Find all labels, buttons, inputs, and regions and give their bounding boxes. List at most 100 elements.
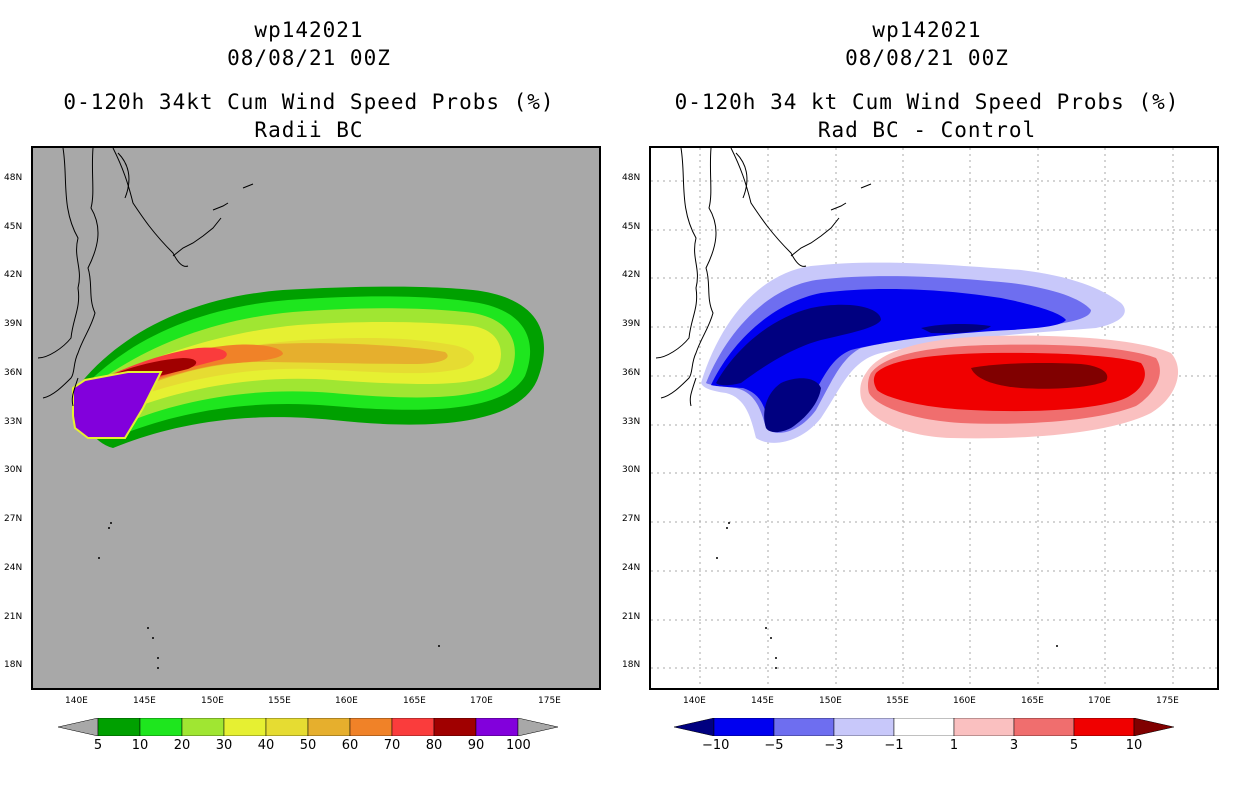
product-title: 0-120h 34kt Cum Wind Speed Probs (%)	[63, 90, 555, 114]
colorbar-swatch	[893, 718, 955, 736]
colorbar-label: 10	[131, 738, 149, 753]
colorbar-label: 5	[1069, 738, 1079, 753]
coastline	[37, 148, 254, 407]
colorbar-swatch	[1133, 718, 1174, 736]
colorbar-swatch	[1073, 718, 1135, 736]
colorbar-label: 100	[506, 738, 531, 753]
colorbar-label: 10	[1125, 738, 1143, 753]
colorbar-label: −10	[702, 738, 730, 753]
colorbar-swatch	[265, 718, 309, 736]
probability-map	[31, 146, 601, 690]
lat-label: 27N	[622, 514, 641, 524]
colorbar-label: −1	[884, 738, 904, 753]
lat-label: 36N	[622, 368, 641, 378]
datetime-title: 08/08/21 00Z	[845, 46, 1009, 70]
lat-label: 18N	[4, 660, 23, 670]
lat-label: 48N	[4, 173, 23, 183]
colorbar-swatch	[139, 718, 183, 736]
colorbar-label: −5	[764, 738, 784, 753]
lat-label: 39N	[622, 319, 641, 329]
lon-label: 145E	[751, 696, 774, 706]
panel-subtitle: Radii BC	[254, 118, 364, 142]
lon-label: 155E	[268, 696, 291, 706]
lon-label: 165E	[403, 696, 426, 706]
lat-label: 21N	[4, 612, 23, 622]
lat-label: 36N	[4, 368, 23, 378]
diff-neg-10c	[921, 323, 991, 334]
colorbar-label: 60	[341, 738, 359, 753]
lon-label: 175E	[1156, 696, 1179, 706]
colorbar-swatch	[97, 718, 141, 736]
islands	[716, 522, 1058, 669]
lon-label: 170E	[1088, 696, 1111, 706]
colorbar-swatch	[953, 718, 1015, 736]
storm-id-title: wp142021	[872, 18, 982, 42]
lat-label: 39N	[4, 319, 23, 329]
colorbar-swatch	[307, 718, 351, 736]
lat-label: 21N	[622, 612, 641, 622]
lat-label: 24N	[622, 563, 641, 573]
probability-colorbar	[58, 718, 558, 736]
colorbar-swatch	[223, 718, 267, 736]
lat-label: 48N	[622, 173, 641, 183]
difference-map-svg	[651, 148, 1217, 688]
lat-label: 27N	[4, 514, 23, 524]
colorbar-swatch	[58, 718, 99, 736]
coastline	[655, 148, 872, 407]
lon-label: 170E	[470, 696, 493, 706]
lat-label: 30N	[622, 465, 641, 475]
colorbar-swatch	[433, 718, 477, 736]
colorbar-label: 30	[215, 738, 233, 753]
colorbar-label: 20	[173, 738, 191, 753]
colorbar-swatch	[713, 718, 775, 736]
colorbar-label: 80	[425, 738, 443, 753]
lat-label: 33N	[4, 417, 23, 427]
right-panel: wp142021 08/08/21 00Z 0-120h 34 kt Cum W…	[618, 0, 1236, 800]
lat-label: 24N	[4, 563, 23, 573]
lon-label: 150E	[819, 696, 842, 706]
lat-label: 18N	[622, 660, 641, 670]
probability-map-svg	[37, 148, 545, 669]
panel-subtitle: Rad BC - Control	[817, 118, 1037, 142]
islands	[98, 522, 440, 669]
lat-label: 33N	[622, 417, 641, 427]
lat-label: 45N	[4, 222, 23, 232]
colorbar-swatch	[475, 718, 519, 736]
colorbar-swatch	[1013, 718, 1075, 736]
diff-neg-10b	[764, 378, 821, 433]
colorbar-label: −3	[824, 738, 844, 753]
colorbar-label: 5	[93, 738, 103, 753]
lon-label: 160E	[335, 696, 358, 706]
colorbar-swatch	[517, 718, 558, 736]
datetime-title: 08/08/21 00Z	[227, 46, 391, 70]
diff-neg-10	[716, 304, 881, 386]
colorbar-swatch	[349, 718, 393, 736]
colorbar-label: 1	[949, 738, 959, 753]
difference-colorbar	[674, 718, 1174, 736]
left-panel: wp142021 08/08/21 00Z 0-120h 34kt Cum Wi…	[4, 18, 601, 753]
lon-label: 175E	[538, 696, 561, 706]
lon-label: 160E	[953, 696, 976, 706]
lon-label: 140E	[683, 696, 706, 706]
colorbar-swatch	[391, 718, 435, 736]
colorbar-label: 90	[467, 738, 485, 753]
colorbar-label: 50	[299, 738, 317, 753]
lon-label: 140E	[65, 696, 88, 706]
product-title: 0-120h 34 kt Cum Wind Speed Probs (%)	[674, 90, 1180, 114]
lon-label: 165E	[1021, 696, 1044, 706]
colorbar-swatch	[773, 718, 835, 736]
colorbar-label: 40	[257, 738, 275, 753]
lon-label: 155E	[886, 696, 909, 706]
lon-label: 150E	[201, 696, 224, 706]
lon-label: 145E	[133, 696, 156, 706]
lat-label: 42N	[4, 270, 23, 280]
lat-label: 42N	[622, 270, 641, 280]
colorbar-swatch	[181, 718, 225, 736]
colorbar-label: 3	[1009, 738, 1019, 753]
colorbar-label: 70	[383, 738, 401, 753]
prob-band-60	[95, 343, 448, 392]
difference-map	[649, 146, 1219, 690]
colorbar-swatch	[833, 718, 895, 736]
diff-pos-10	[971, 363, 1108, 389]
storm-id-title: wp142021	[254, 18, 364, 42]
